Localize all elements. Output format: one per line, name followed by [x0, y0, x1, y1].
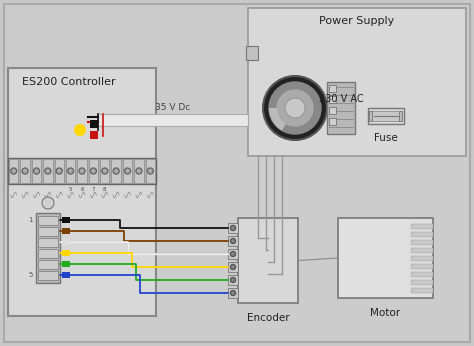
Text: ES200 Controller: ES200 Controller [22, 77, 116, 87]
Wedge shape [269, 108, 286, 130]
Circle shape [56, 168, 62, 174]
Bar [77, 159, 87, 183]
Text: 7: 7 [91, 187, 95, 192]
Bar [9, 159, 18, 183]
Circle shape [79, 168, 85, 174]
Circle shape [11, 168, 17, 174]
Bar [228, 262, 238, 272]
Bar [111, 159, 121, 183]
Bar [246, 46, 258, 60]
Bar [146, 159, 155, 183]
Bar [228, 275, 238, 285]
Bar [248, 8, 466, 156]
Circle shape [230, 291, 236, 295]
Bar [228, 249, 238, 259]
Bar [38, 238, 58, 247]
Bar [90, 120, 98, 128]
Circle shape [42, 197, 54, 209]
Bar [228, 223, 238, 233]
Text: 8: 8 [103, 187, 107, 192]
Bar [411, 248, 433, 253]
Bar [38, 271, 58, 280]
Bar [411, 256, 433, 261]
Bar [55, 159, 64, 183]
Bar [228, 288, 238, 298]
Circle shape [147, 168, 153, 174]
Circle shape [277, 90, 313, 126]
Circle shape [113, 168, 119, 174]
Bar [62, 250, 70, 256]
Bar [329, 85, 336, 92]
Bar [411, 240, 433, 245]
Text: 35 V Dc: 35 V Dc [155, 103, 191, 112]
Bar [134, 159, 144, 183]
Bar [62, 239, 70, 245]
Circle shape [136, 168, 142, 174]
Bar [66, 159, 75, 183]
Bar [98, 114, 248, 126]
Bar [411, 280, 433, 285]
Circle shape [91, 168, 96, 174]
Bar [411, 232, 433, 237]
Bar [8, 158, 156, 184]
Circle shape [230, 238, 236, 244]
Circle shape [269, 82, 321, 134]
Bar [411, 224, 433, 229]
Bar [43, 159, 53, 183]
Circle shape [102, 168, 108, 174]
Bar [411, 272, 433, 277]
Text: Motor: Motor [371, 308, 401, 318]
Text: Encoder: Encoder [246, 313, 289, 323]
Text: 5: 5 [69, 187, 73, 192]
Bar [411, 264, 433, 269]
Bar [38, 227, 58, 236]
Circle shape [285, 98, 305, 118]
Circle shape [68, 168, 73, 174]
Bar [62, 272, 70, 278]
Bar [38, 260, 58, 269]
Bar [368, 108, 404, 124]
Text: Power Supply: Power Supply [319, 16, 395, 26]
Bar [228, 236, 238, 246]
Text: 6: 6 [80, 187, 84, 192]
Bar [89, 159, 98, 183]
Bar [327, 82, 355, 134]
Circle shape [34, 168, 39, 174]
Bar [38, 249, 58, 258]
Bar [20, 159, 30, 183]
Bar [371, 111, 401, 121]
Bar [8, 68, 156, 316]
Bar [123, 159, 132, 183]
Bar [338, 218, 433, 298]
Circle shape [22, 168, 28, 174]
Circle shape [230, 277, 236, 282]
Circle shape [125, 168, 130, 174]
Bar [411, 288, 433, 293]
Text: Fuse: Fuse [374, 133, 398, 143]
Bar [329, 96, 336, 103]
Bar [62, 217, 70, 223]
Circle shape [263, 76, 327, 140]
Text: 5: 5 [28, 272, 33, 278]
Circle shape [45, 168, 51, 174]
Bar [62, 261, 70, 267]
Bar [62, 228, 70, 234]
Circle shape [230, 264, 236, 270]
Bar [238, 218, 298, 303]
Bar [369, 111, 372, 121]
Bar [90, 131, 98, 139]
Bar [32, 159, 41, 183]
Bar [399, 111, 402, 121]
Bar [38, 216, 58, 225]
Bar [329, 118, 336, 125]
Circle shape [230, 226, 236, 230]
Circle shape [74, 124, 86, 136]
Bar [329, 107, 336, 114]
Text: 230 V AC: 230 V AC [319, 94, 364, 104]
Circle shape [230, 252, 236, 256]
Bar [100, 159, 109, 183]
Bar [36, 213, 60, 283]
Text: 1: 1 [28, 217, 33, 223]
